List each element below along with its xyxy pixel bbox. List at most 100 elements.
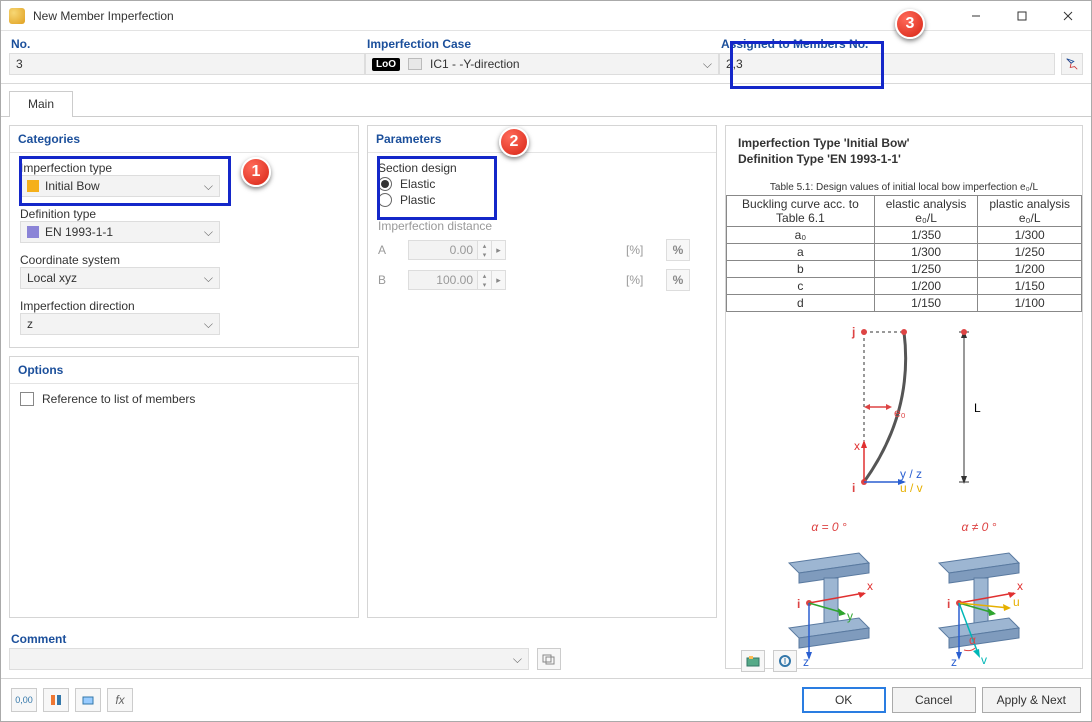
footer-tool-units[interactable]: 0,00 bbox=[11, 688, 37, 712]
value-b-spinner: 100.00 ▴▾ ▸ bbox=[408, 270, 616, 290]
bow-diagram: e₀ j i x y / z u / v bbox=[804, 322, 1004, 502]
svg-text:x: x bbox=[867, 579, 873, 593]
spin-buttons: ▴▾ bbox=[478, 240, 492, 260]
chevron-down-icon: ⌵ bbox=[513, 652, 522, 667]
design-table: Table 5.1: Design values of initial loca… bbox=[726, 182, 1082, 312]
footer: 0,00 fx OK Cancel Apply & Next bbox=[1, 678, 1091, 721]
chevron-down-icon: ⌵ bbox=[204, 225, 213, 240]
comment-dropdown[interactable]: ⌵ bbox=[9, 648, 529, 670]
arrow-right-icon: ▸ bbox=[492, 240, 506, 260]
pick-members-button[interactable] bbox=[1061, 53, 1083, 75]
table-row: b1/2501/200 bbox=[727, 261, 1082, 278]
coord-system-value: Local xyz bbox=[27, 271, 77, 285]
apply-next-button[interactable]: Apply & Next bbox=[982, 687, 1081, 713]
cancel-button[interactable]: Cancel bbox=[892, 687, 976, 713]
comment-label: Comment bbox=[9, 632, 529, 646]
no-field[interactable]: 3 bbox=[9, 53, 365, 75]
imperfection-dir-label: Imperfection direction bbox=[20, 299, 348, 313]
table-row: a1/3001/250 bbox=[727, 244, 1082, 261]
categories-panel: Categories Imperfection type Initial Bow… bbox=[9, 125, 359, 348]
plastic-label: Plastic bbox=[400, 193, 435, 207]
maximize-button[interactable] bbox=[999, 1, 1045, 31]
case-swatch bbox=[408, 58, 422, 70]
right-tool-2[interactable] bbox=[773, 650, 797, 672]
info-title-1: Imperfection Type 'Initial Bow' bbox=[726, 126, 1082, 152]
callout-2: 2 bbox=[499, 127, 529, 157]
pct-a-button: % bbox=[666, 239, 690, 261]
titlebar: New Member Imperfection bbox=[1, 1, 1091, 31]
design-table-caption: Table 5.1: Design values of initial loca… bbox=[726, 182, 1082, 193]
members-field[interactable]: 2,3 bbox=[719, 53, 1055, 75]
svg-text:j: j bbox=[851, 325, 855, 339]
options-panel: Options Reference to list of members bbox=[9, 356, 359, 618]
parameters-title: Parameters bbox=[368, 126, 716, 153]
imperfection-type-value: Initial Bow bbox=[45, 179, 100, 193]
radio-icon bbox=[378, 193, 392, 207]
definition-type-dropdown[interactable]: EN 1993-1-1 ⌵ bbox=[20, 221, 220, 243]
case-dropdown[interactable]: LoO IC1 - -Y-direction ⌵ bbox=[365, 53, 719, 75]
loo-badge: LoO bbox=[372, 58, 400, 71]
categories-title: Categories bbox=[10, 126, 358, 153]
row-b-label: B bbox=[378, 273, 398, 287]
table-row: a₀1/3501/300 bbox=[727, 227, 1082, 244]
value-a: 0.00 bbox=[408, 240, 478, 260]
svg-text:L: L bbox=[974, 401, 981, 415]
reference-checkbox[interactable]: Reference to list of members bbox=[20, 392, 348, 406]
section-design-label: Section design bbox=[378, 161, 706, 175]
arrow-right-icon: ▸ bbox=[492, 270, 506, 290]
imperfection-type-swatch bbox=[27, 180, 39, 192]
members-value: 2,3 bbox=[726, 57, 743, 71]
right-tool-1[interactable] bbox=[741, 650, 765, 672]
table-row: c1/2001/150 bbox=[727, 278, 1082, 295]
imperfection-dir-dropdown[interactable]: z ⌵ bbox=[20, 313, 220, 335]
coord-system-dropdown[interactable]: Local xyz ⌵ bbox=[20, 267, 220, 289]
coord-system-label: Coordinate system bbox=[20, 253, 348, 267]
svg-text:x: x bbox=[854, 439, 860, 453]
imperfection-dir-value: z bbox=[27, 317, 33, 331]
close-button[interactable] bbox=[1045, 1, 1091, 31]
header-row: No. 3 Imperfection Case LoO IC1 - -Y-dir… bbox=[1, 31, 1091, 84]
footer-tool-fx[interactable]: fx bbox=[107, 688, 133, 712]
callout-1: 1 bbox=[241, 157, 271, 187]
comment-extra-button[interactable] bbox=[537, 648, 561, 670]
info-title-2: Definition Type 'EN 1993-1-1' bbox=[726, 152, 1082, 168]
window-title: New Member Imperfection bbox=[33, 9, 953, 23]
footer-tool-2[interactable] bbox=[43, 688, 69, 712]
reference-label: Reference to list of members bbox=[42, 392, 195, 406]
info-panel: Imperfection Type 'Initial Bow' Definiti… bbox=[725, 125, 1083, 669]
imperfection-type-label: Imperfection type bbox=[20, 161, 348, 175]
th-col3: plastic analysis e₀/L bbox=[978, 196, 1082, 227]
chevron-down-icon: ⌵ bbox=[703, 57, 712, 72]
plastic-radio[interactable]: Plastic bbox=[378, 193, 706, 207]
table-row: d1/1501/100 bbox=[727, 295, 1082, 312]
tab-main[interactable]: Main bbox=[9, 91, 73, 117]
radio-selected-icon bbox=[378, 177, 392, 191]
footer-tool-3[interactable] bbox=[75, 688, 101, 712]
imperfection-type-dropdown[interactable]: Initial Bow ⌵ bbox=[20, 175, 220, 197]
svg-text:i: i bbox=[947, 597, 950, 611]
members-label: Assigned to Members No. bbox=[719, 37, 1083, 51]
svg-text:u / v: u / v bbox=[900, 481, 923, 495]
no-label: No. bbox=[9, 37, 365, 51]
case-label: Imperfection Case bbox=[365, 37, 719, 51]
elastic-radio[interactable]: Elastic bbox=[378, 177, 706, 191]
ok-button[interactable]: OK bbox=[802, 687, 886, 713]
minimize-button[interactable] bbox=[953, 1, 999, 31]
comment-row: Comment ⌵ bbox=[1, 626, 731, 678]
svg-text:i: i bbox=[797, 597, 800, 611]
svg-text:y / z: y / z bbox=[900, 467, 922, 481]
svg-text:y: y bbox=[847, 609, 853, 623]
unit-b: [%] bbox=[626, 273, 656, 287]
svg-text:x: x bbox=[1017, 579, 1023, 593]
callout-3: 3 bbox=[895, 9, 925, 39]
distance-label: Imperfection distance bbox=[378, 219, 706, 233]
th-col2: elastic analysis e₀/L bbox=[874, 196, 978, 227]
parameters-panel: Parameters Section design Elastic Plasti… bbox=[367, 125, 717, 618]
definition-type-label: Definition type bbox=[20, 207, 348, 221]
options-title: Options bbox=[10, 357, 358, 384]
th-col1: Buckling curve acc. to Table 6.1 bbox=[727, 196, 875, 227]
no-value: 3 bbox=[16, 57, 23, 71]
definition-type-value: EN 1993-1-1 bbox=[45, 225, 113, 239]
chevron-down-icon: ⌵ bbox=[204, 179, 213, 194]
chevron-down-icon: ⌵ bbox=[204, 317, 213, 332]
